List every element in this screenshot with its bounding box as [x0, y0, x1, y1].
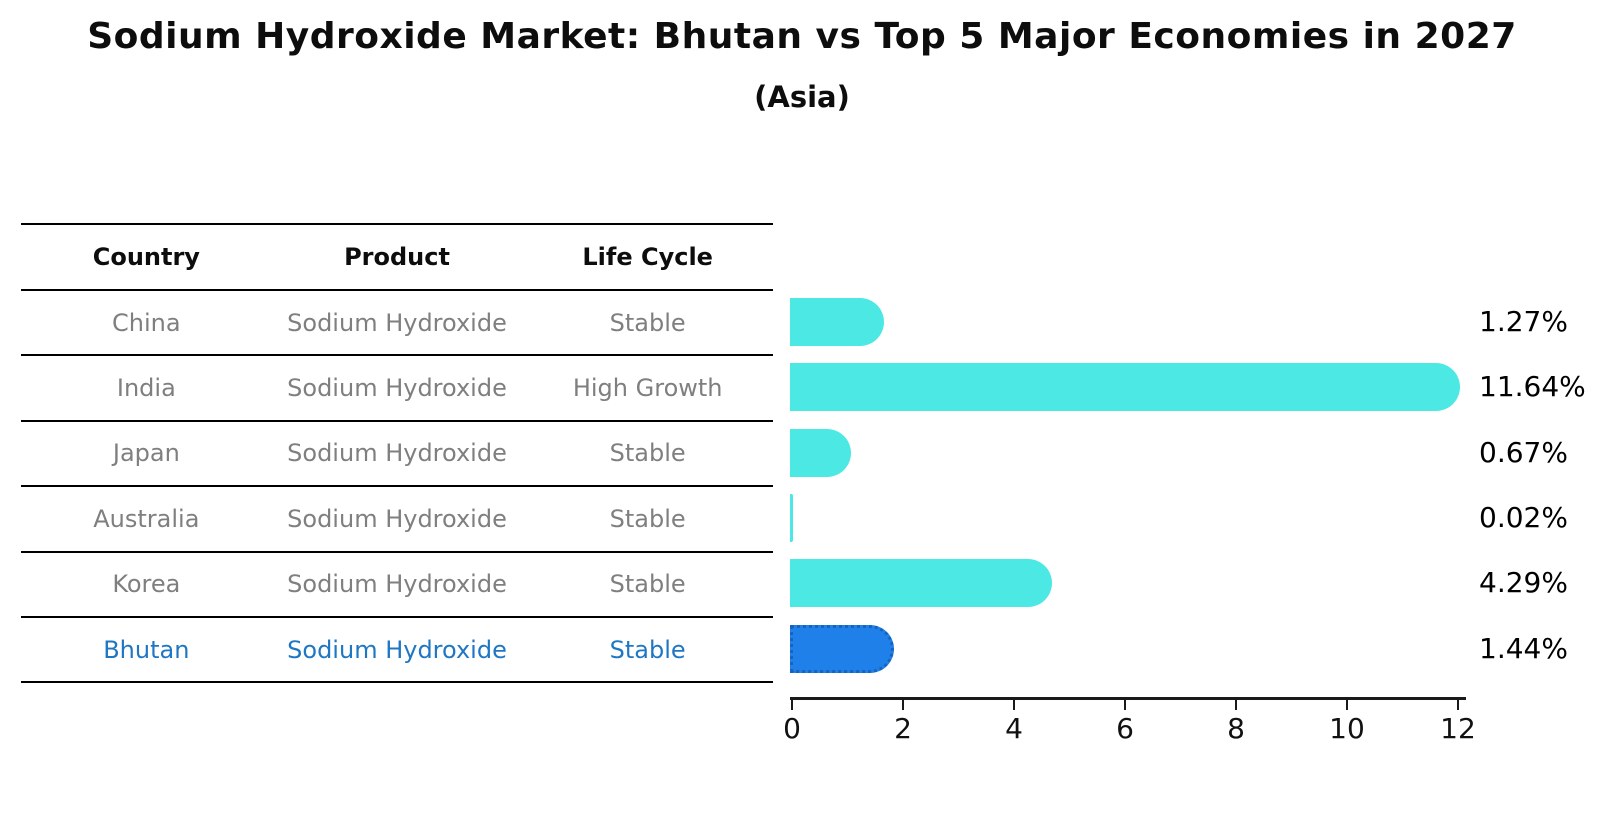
x-tick-label-0: 0	[783, 712, 801, 745]
cell-product: Sodium Hydroxide	[287, 635, 507, 664]
bar-india	[790, 363, 1461, 412]
cell-life-cycle: Stable	[609, 570, 686, 599]
x-tick-mark-8	[1235, 700, 1237, 710]
bar-china	[790, 297, 885, 346]
table-header-life-cycle: Life Cycle	[582, 243, 713, 271]
table-row-bhutan: Bhutan Sodium Hydroxide Stable	[21, 618, 773, 684]
cell-country: India	[116, 374, 176, 403]
table-header-row: Country Product Life Cycle	[21, 223, 773, 291]
table-header-product: Product	[344, 243, 450, 271]
cell-country: Korea	[112, 570, 181, 599]
country-table: Country Product Life Cycle China Sodium H…	[21, 223, 773, 684]
chart-title: Sodium Hydroxide Market: Bhutan vs Top 5…	[87, 16, 1517, 57]
cell-country: Bhutan	[103, 635, 190, 664]
x-tick-label-10: 10	[1329, 712, 1365, 745]
value-label-china: 1.27%	[1479, 304, 1568, 338]
value-label-australia: 0.02%	[1479, 500, 1568, 534]
cell-country: Australia	[93, 504, 200, 533]
x-tick-mark-10	[1346, 700, 1348, 710]
cell-country: Japan	[112, 439, 180, 468]
bar-bhutan	[790, 624, 894, 673]
table-row-japan: Japan Sodium Hydroxide Stable	[21, 422, 773, 488]
x-axis-line	[790, 697, 1466, 700]
x-tick-label-6: 6	[1116, 712, 1134, 745]
chart-subtitle: (Asia)	[754, 80, 850, 114]
table-row-korea: Korea Sodium Hydroxide Stable	[21, 553, 773, 618]
x-tick-label-8: 8	[1227, 712, 1245, 745]
x-tick-mark-2	[902, 700, 904, 710]
x-tick-label-2: 2	[894, 712, 912, 745]
cell-country: China	[112, 308, 181, 337]
cell-product: Sodium Hydroxide	[287, 439, 507, 468]
value-label-bhutan: 1.44%	[1479, 631, 1568, 665]
cell-life-cycle: Stable	[609, 439, 686, 468]
cell-product: Sodium Hydroxide	[287, 374, 507, 403]
x-tick-mark-4	[1013, 700, 1015, 710]
bar-japan	[790, 428, 852, 477]
bar-korea	[790, 559, 1053, 608]
cell-product: Sodium Hydroxide	[287, 570, 507, 599]
value-label-japan: 0.67%	[1479, 435, 1568, 469]
bar-australia	[790, 493, 793, 542]
x-tick-mark-0	[791, 700, 793, 710]
cell-product: Sodium Hydroxide	[287, 504, 507, 533]
value-label-india: 11.64%	[1479, 370, 1586, 404]
x-tick-label-4: 4	[1005, 712, 1023, 745]
table-row-india: India Sodium Hydroxide High Growth	[21, 356, 773, 422]
table-header-country: Country	[92, 243, 200, 271]
table-row-china: China Sodium Hydroxide Stable	[21, 291, 773, 357]
x-tick-mark-12	[1457, 700, 1459, 710]
cell-product: Sodium Hydroxide	[287, 308, 507, 337]
cell-life-cycle: Stable	[609, 635, 686, 664]
x-tick-mark-6	[1124, 700, 1126, 710]
cell-life-cycle: Stable	[609, 308, 686, 337]
table-body: China Sodium Hydroxide Stable India Sodium H…	[21, 291, 773, 684]
cell-life-cycle: Stable	[609, 504, 686, 533]
cell-life-cycle: High Growth	[572, 374, 723, 403]
table-row-australia: Australia Sodium Hydroxide Stable	[21, 487, 773, 553]
value-label-korea: 4.29%	[1479, 566, 1568, 600]
x-tick-label-12: 12	[1440, 712, 1476, 745]
